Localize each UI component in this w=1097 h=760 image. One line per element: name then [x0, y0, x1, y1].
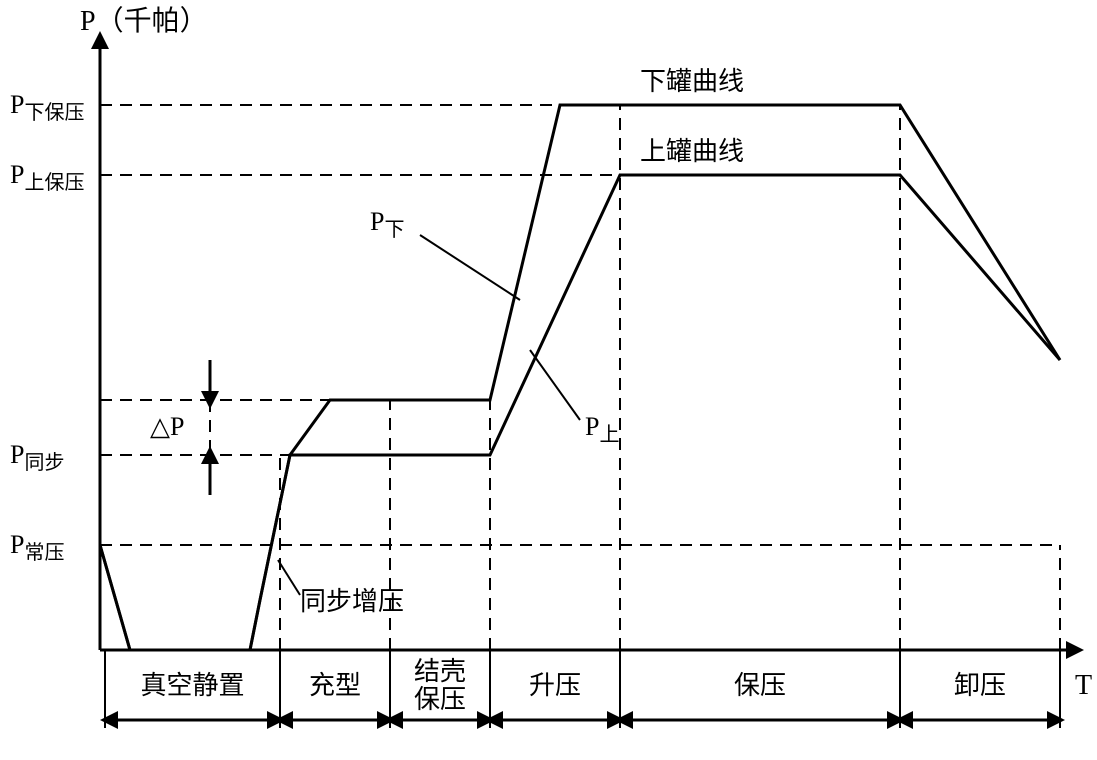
- text-labels: P（千帕） T（秒） P下保压 P上保压 P同步 P常压 下罐曲线上罐曲线 P下 P上 △P 同步增…: [10, 5, 1097, 701]
- y-tick-label: P常压: [10, 530, 64, 564]
- curves: [100, 105, 1060, 650]
- region-label: 保压: [734, 671, 786, 700]
- chart-container: 真空静置充型结壳保压升压保压卸压 P（千帕）T（秒）P下保压P上保压P同步P常压…: [0, 0, 1097, 760]
- lower-curve: [100, 105, 1060, 650]
- y-axis-title: P（千帕）: [80, 5, 208, 37]
- y-tick-label: P下保压: [10, 90, 84, 124]
- lower-curve-label: 下罐曲线: [640, 67, 744, 96]
- upper-curve: [100, 175, 1060, 650]
- p-upper-callout: P上: [585, 412, 619, 446]
- region-label: 卸压: [954, 671, 1006, 700]
- sync-boost-label: 同步增压: [300, 587, 404, 616]
- region-label: 结壳: [414, 657, 466, 686]
- y-tick-label: P上保压: [10, 160, 84, 194]
- pressure-time-diagram: 真空静置充型结壳保压升压保压卸压 P（千帕）T（秒）P下保压P上保压P同步P常压…: [0, 0, 1097, 760]
- region-label: 升压: [529, 671, 581, 700]
- axes: [100, 40, 1075, 650]
- x-axis-title: T（秒）: [1075, 669, 1097, 701]
- region-label: 保压: [414, 685, 466, 714]
- region-label: 真空静置: [140, 671, 244, 700]
- region-label: 充型: [309, 671, 361, 700]
- p-lower-callout: P下: [370, 207, 404, 241]
- guide-lines: [100, 105, 1060, 650]
- upper-curve-label: 上罐曲线: [640, 137, 744, 166]
- x-regions: 真空静置充型结壳保压升压保压卸压: [105, 650, 1060, 728]
- delta-p-label: △P: [150, 412, 184, 441]
- y-tick-label: P同步: [10, 440, 64, 474]
